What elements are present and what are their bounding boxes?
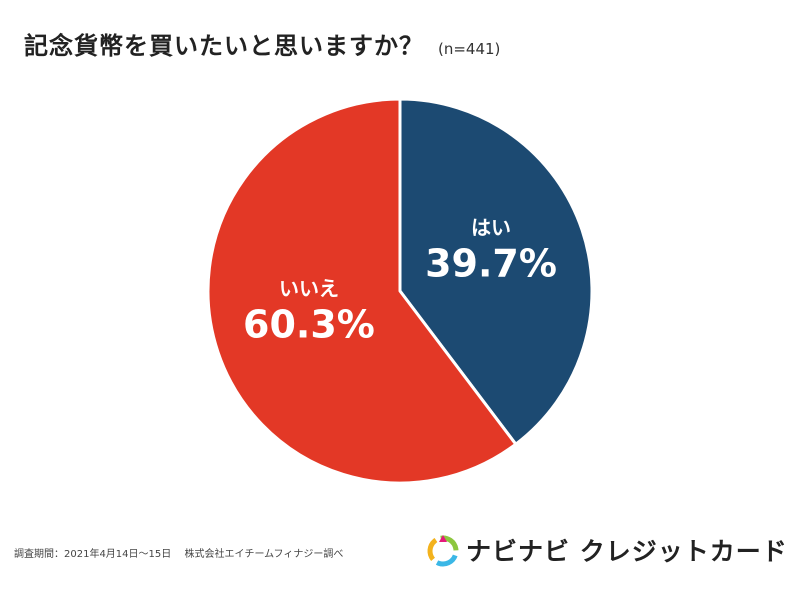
survey-source: 株式会社エイチームフィナジー調べ: [184, 549, 344, 560]
navinavi-logo-icon: [427, 535, 459, 567]
pie-slice-label-no: いいえ: [279, 277, 339, 301]
brand-name: ナビナビ クレジットカード: [466, 537, 788, 566]
survey-period: 調査期間：2021年4月14日〜15日: [14, 549, 172, 560]
brand-logo: ナビナビ クレジットカード: [426, 532, 788, 568]
survey-footnote: 調査期間：2021年4月14日〜15日 株式会社エイチームフィナジー調べ: [14, 545, 343, 560]
pie-slice-yes: [398, 97, 594, 446]
pie-slice-value-no: 60.3%: [243, 303, 375, 347]
pie-slice-label-yes: はい: [471, 215, 511, 239]
pie-slice-value-yes: 39.7%: [425, 241, 557, 285]
chart-title-row: 記念貨幣を買いたいと思いますか？ (n=441): [24, 26, 500, 61]
chart-title: 記念貨幣を買いたいと思いますか？: [24, 32, 424, 60]
pie-slice-no: [206, 97, 518, 485]
sample-size: (n=441): [438, 40, 501, 58]
